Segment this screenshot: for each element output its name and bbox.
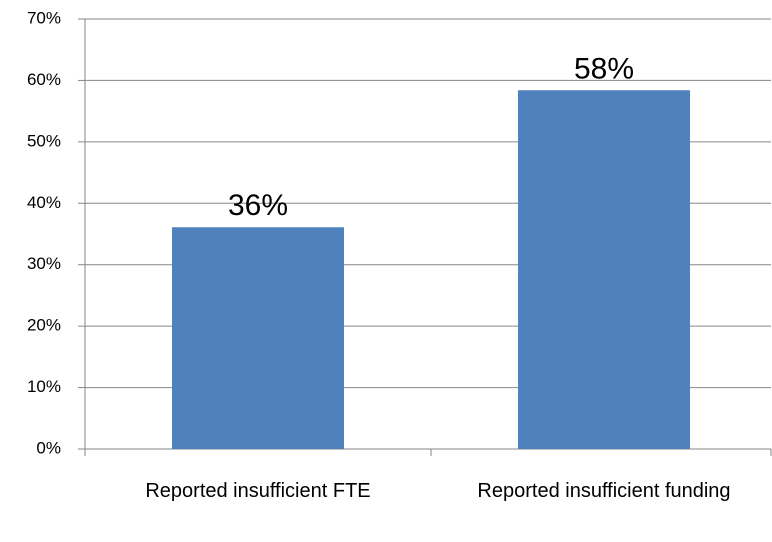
y-tick-label: 20% [27,316,61,335]
y-tick-label: 0% [36,438,61,457]
bar [518,90,690,449]
bar [172,227,344,449]
y-tick-label: 60% [27,70,61,89]
y-tick-label: 40% [27,193,61,212]
y-tick-label: 70% [27,8,61,27]
x-tick-label: Reported insufficient funding [477,480,730,502]
y-tick-label: 50% [27,131,61,150]
x-tick-label: Reported insufficient FTE [145,480,370,502]
value-label: 36% [228,189,288,222]
value-label: 58% [574,52,634,85]
y-tick-label: 10% [27,377,61,396]
y-tick-label: 30% [27,254,61,273]
